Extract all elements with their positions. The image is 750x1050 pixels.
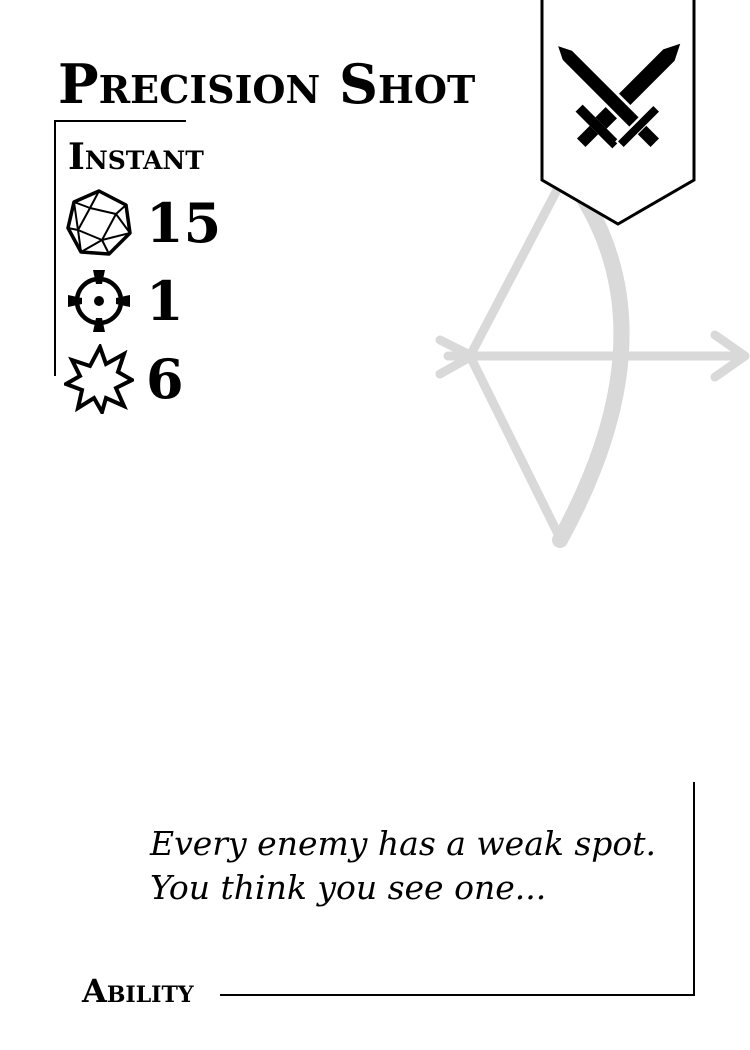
range-value: 1 — [146, 269, 184, 333]
d20-icon — [66, 189, 132, 256]
footer-rule-side — [693, 782, 695, 996]
stat-bracket-top — [54, 120, 186, 122]
card-category: Ability — [82, 972, 194, 1010]
impact-burst-icon — [64, 344, 134, 414]
flavor-text: Every enemy has a weak spot. You think y… — [150, 824, 657, 907]
stat-difficulty: 15 — [64, 188, 221, 258]
difficulty-value: 15 — [146, 191, 222, 255]
stat-range: 1 — [64, 266, 184, 336]
bow-and-arrow-icon — [435, 180, 750, 548]
damage-value: 6 — [146, 347, 184, 411]
card-type: Instant — [68, 136, 204, 178]
card-title: Precision Shot — [58, 52, 476, 116]
crosshair-icon — [68, 270, 130, 332]
crossed-swords-icon — [553, 41, 681, 150]
class-banner — [540, 0, 696, 226]
stat-bracket-side — [54, 120, 56, 376]
footer-rule-bottom — [220, 994, 695, 996]
stat-damage: 6 — [64, 344, 184, 414]
